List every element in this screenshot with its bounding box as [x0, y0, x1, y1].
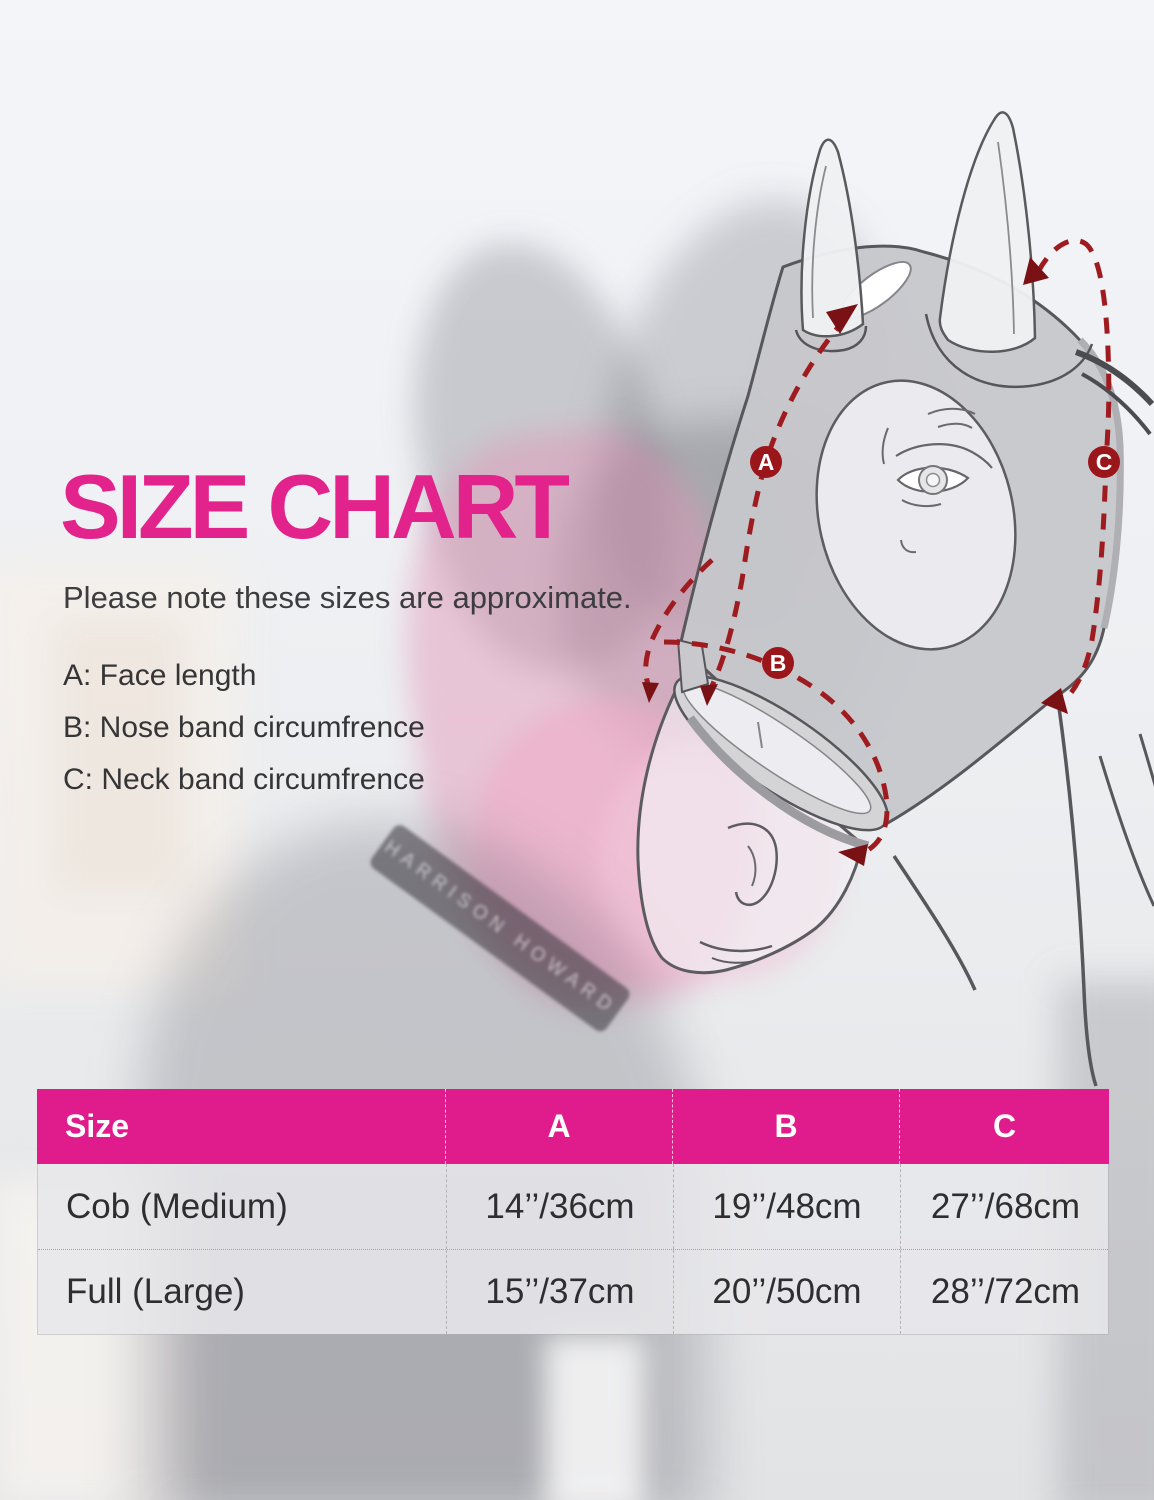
row-value-c: 28’’/72cm — [900, 1250, 1110, 1334]
measure-badge-c: C — [1088, 446, 1120, 478]
mask-noseband — [673, 638, 889, 851]
horse-nostril — [727, 822, 778, 906]
measurement-lines — [643, 238, 1112, 855]
size-table-header-row: Size A B C — [37, 1089, 1109, 1164]
row-value-b: 20’’/50cm — [673, 1250, 900, 1334]
header-cell-size: Size — [65, 1108, 130, 1144]
size-table: Size A B C Cob (Medium) 14’’/36cm 19’’/4… — [37, 1089, 1109, 1335]
row-label: Cob (Medium) — [66, 1186, 288, 1226]
header-cell-b: B — [672, 1089, 899, 1164]
photo-horse-ear — [384, 222, 696, 688]
horse-nostril-inner — [747, 845, 757, 887]
brand-text: HARRISON HOWARD — [380, 836, 621, 1020]
horse-neck-line — [1098, 755, 1154, 907]
measurement-legend: A: Face length B: Nose band circumfrence… — [63, 650, 425, 806]
table-row: Cob (Medium) 14’’/36cm 19’’/48cm 27’’/68… — [38, 1164, 1108, 1249]
photo-pink-mask — [598, 738, 843, 983]
badge-c-letter: C — [1096, 449, 1113, 475]
measure-b-front-arc — [663, 639, 890, 855]
measure-badge-b: B — [762, 647, 794, 679]
badge-a-letter: A — [758, 449, 775, 475]
row-value-a: 15’’/37cm — [446, 1250, 673, 1334]
horse-forelock — [1074, 349, 1154, 407]
legend-item-a: A: Face length — [63, 659, 257, 692]
fly-mask-body — [678, 244, 1122, 826]
legend-item-c: C: Neck band circumfrence — [63, 763, 425, 796]
mask-forehead-hole — [840, 261, 912, 319]
horse-eyebrow — [895, 443, 993, 469]
measure-c-path — [1035, 238, 1112, 708]
page-title: SIZE CHART — [60, 457, 570, 558]
header-cell-c: C — [899, 1089, 1109, 1164]
row-label: Full (Large) — [66, 1272, 245, 1311]
measure-badge-a: A — [750, 446, 782, 478]
size-table-body: Cob (Medium) 14’’/36cm 19’’/48cm 27’’/68… — [37, 1164, 1109, 1335]
horse-neck-line — [1056, 699, 1098, 1087]
horse-ears — [794, 111, 1094, 389]
row-value-a: 14’’/36cm — [446, 1164, 673, 1249]
horse-mouth-line — [699, 940, 773, 953]
row-value-b: 19’’/48cm — [673, 1164, 900, 1249]
photo-brand-trim-band: HARRISON HOWARD — [367, 822, 633, 1035]
horse-chin-line — [711, 957, 759, 964]
subtitle: Please note these sizes are approximate. — [63, 580, 632, 615]
row-value-c: 27’’/68cm — [900, 1164, 1110, 1249]
header-cell-a: A — [445, 1089, 672, 1164]
measurement-arrowheads — [642, 257, 1068, 866]
mask-eye-opening — [815, 379, 1017, 651]
measure-b-back-arc — [643, 558, 714, 691]
mask-edge-shade — [1077, 337, 1124, 629]
horse-muzzle — [636, 687, 864, 975]
horse-neck-line — [1138, 733, 1154, 787]
table-row: Full (Large) 15’’/37cm 20’’/50cm 28’’/72… — [38, 1249, 1108, 1334]
legend-item-b: B: Nose band circumfrence — [63, 711, 425, 744]
measure-a-path — [709, 316, 848, 688]
photo-light-streak — [545, 1335, 645, 1500]
horse-forelock — [1081, 372, 1152, 436]
horse-eye — [896, 466, 970, 493]
photo-pink-mask — [760, 300, 960, 620]
horse-jaw-line — [892, 855, 977, 991]
photo-pink-mask — [475, 700, 740, 985]
badge-b-letter: B — [770, 650, 787, 676]
horse-head-drawing — [636, 111, 1154, 1087]
